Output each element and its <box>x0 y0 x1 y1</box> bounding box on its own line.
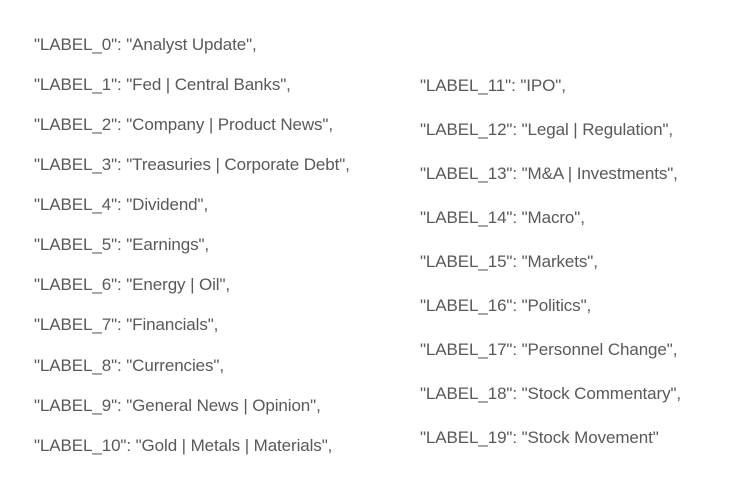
label-line: "LABEL_1": "Fed | Central Banks", <box>34 75 291 94</box>
label-line: "LABEL_3": "Treasuries | Corporate Debt"… <box>34 155 350 174</box>
label-line: "LABEL_5": "Earnings", <box>34 235 210 254</box>
label-line: "LABEL_6": "Energy | Oil", <box>34 275 231 294</box>
label-line: "LABEL_7": "Financials", <box>34 315 219 334</box>
label-line: "LABEL_16": "Politics", <box>420 296 592 315</box>
label-line: "LABEL_13": "M&A | Investments", <box>420 164 678 183</box>
label-line: "LABEL_11": "IPO", <box>420 76 566 95</box>
label-line: "LABEL_9": "General News | Opinion", <box>34 396 321 415</box>
label-line: "LABEL_10": "Gold | Metals | Materials", <box>34 436 333 455</box>
label-line: "LABEL_19": "Stock Movement" <box>420 428 659 447</box>
label-line: "LABEL_8": "Currencies", <box>34 356 224 375</box>
label-line: "LABEL_4": "Dividend", <box>34 195 209 214</box>
label-line: "LABEL_15": "Markets", <box>420 252 598 271</box>
label-line: "LABEL_12": "Legal | Regulation", <box>420 120 674 139</box>
label-line: "LABEL_17": "Personnel Change", <box>420 340 678 359</box>
label-line: "LABEL_18": "Stock Commentary", <box>420 384 682 403</box>
label-line: "LABEL_0": "Analyst Update", <box>34 35 257 54</box>
label-line: "LABEL_2": "Company | Product News", <box>34 115 333 134</box>
label-line: "LABEL_14": "Macro", <box>420 208 585 227</box>
